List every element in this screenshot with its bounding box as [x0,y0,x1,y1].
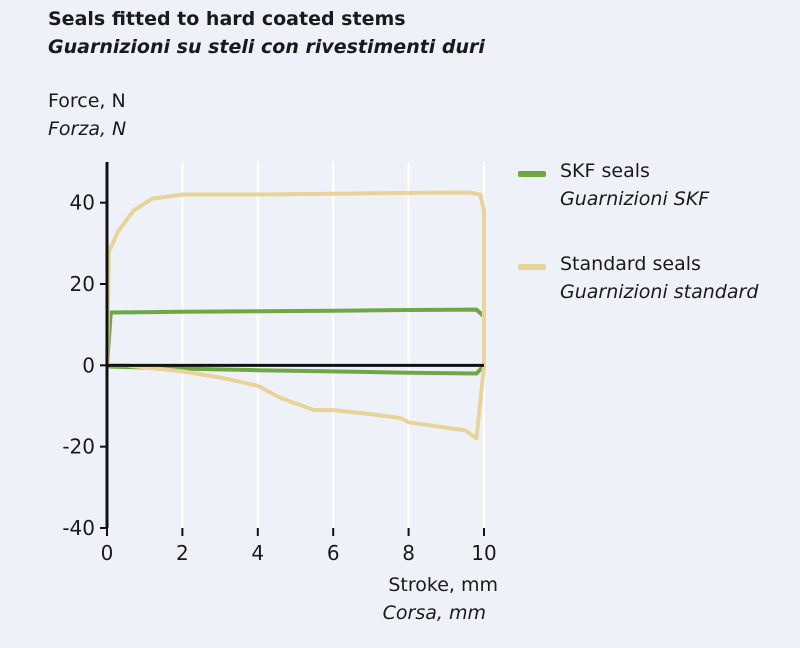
y-tick-label: 40 [70,191,95,215]
x-tick-label: 2 [176,541,189,565]
legend-label-skf-italian: Guarnizioni SKF [560,188,710,210]
y-tick-label: -40 [62,516,95,540]
legend-label-standard: Standard seals [560,253,701,275]
x-tick-label: 0 [101,541,114,565]
x-tick-label: 4 [251,541,264,565]
x-axis-label: Stroke, mm [388,574,498,596]
y-tick-label: 0 [82,353,95,377]
y-tick-label: -20 [62,435,95,459]
chart-title: Seals fitted to hard coated stems [48,8,406,30]
x-tick-label: 10 [471,541,496,565]
legend-label-skf: SKF seals [560,160,650,182]
y-axis-label: Force, N [48,90,126,112]
chart-subtitle: Guarnizioni su steli con rivestimenti du… [48,36,485,58]
legend-label-standard-italian: Guarnizioni standard [560,281,759,303]
y-tick-label: 20 [70,272,95,296]
x-tick-label: 6 [327,541,340,565]
y-axis-label-italian: Forza, N [48,118,127,140]
legend-swatch-skf [518,171,546,177]
legend-entry-skf: SKF seals Guarnizioni SKF [560,160,709,210]
legend-entry-standard: Standard seals Guarnizioni standard [560,253,758,303]
series-line-standard [105,190,486,441]
x-axis-label-italian: Corsa, mm [382,602,486,624]
x-tick-label: 8 [402,541,415,565]
legend-swatch-standard [518,264,546,270]
